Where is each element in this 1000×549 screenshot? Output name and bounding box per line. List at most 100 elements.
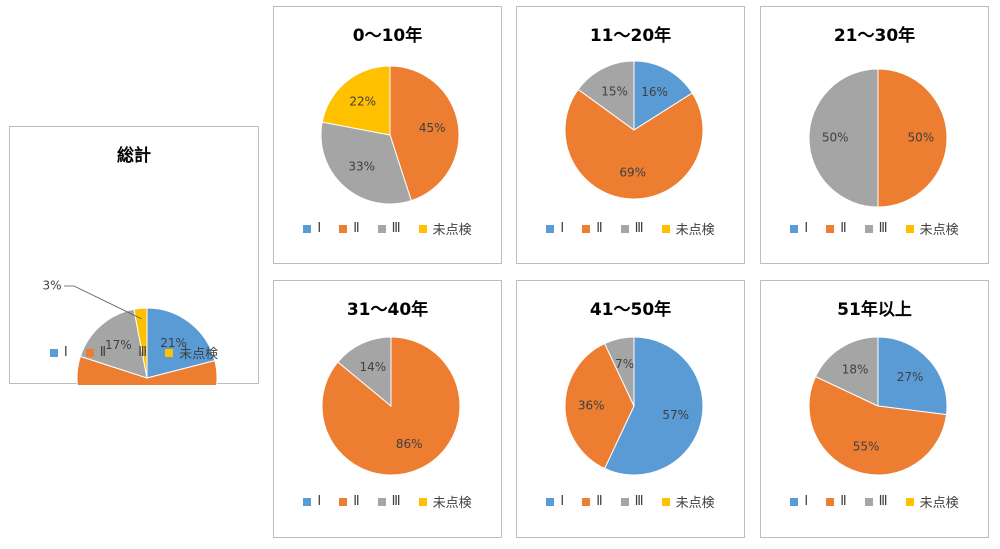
pie-slice-ii — [877, 68, 948, 208]
legend-item-uninspected: 未点検 — [165, 343, 218, 362]
legend-label: 未点検 — [179, 347, 219, 362]
legend-item-iii: Ⅲ — [377, 494, 401, 509]
data-label: 22% — [349, 95, 376, 109]
chart-legend: Ⅰ Ⅱ Ⅲ 未点検 — [274, 219, 501, 238]
pie-slice-iii — [808, 68, 879, 208]
legend-item-i: Ⅰ — [546, 494, 564, 509]
pie-slice-i — [633, 60, 693, 131]
legend-item-ii: Ⅱ — [826, 494, 847, 509]
legend-swatch — [377, 224, 386, 233]
legend-item-ii: Ⅱ — [85, 345, 107, 360]
legend-item-uninspected: 未点検 — [661, 492, 715, 511]
chart-title: 31～40年 — [346, 300, 429, 320]
chart-legend: Ⅰ Ⅱ Ⅲ 未点検 — [761, 219, 988, 238]
legend-item-i: Ⅰ — [790, 221, 808, 236]
chart-title: 41～50年 — [589, 300, 672, 320]
legend-item-i: Ⅰ — [303, 494, 321, 509]
pie-slice-uninspected — [133, 307, 148, 379]
data-label: 33% — [348, 160, 375, 174]
pie-slice-ii — [808, 375, 948, 476]
pie-slice-ii — [564, 342, 635, 470]
leader-line — [64, 285, 142, 320]
legend-swatch — [339, 224, 348, 233]
legend-swatch — [124, 348, 133, 357]
legend-item-uninspected: 未点検 — [418, 492, 472, 511]
legend-label: Ⅲ — [878, 221, 888, 236]
legend-label: Ⅲ — [634, 494, 644, 509]
legend-item-iii: Ⅲ — [620, 221, 644, 236]
legend-item-i: Ⅰ — [303, 221, 321, 236]
legend-item-ii: Ⅱ — [582, 221, 603, 236]
legend-item-uninspected: 未点検 — [905, 219, 959, 238]
data-label: 18% — [842, 362, 869, 376]
pie-slice-ii — [76, 355, 218, 385]
legend-item-iii: Ⅲ — [620, 494, 644, 509]
data-label: 57% — [662, 408, 689, 422]
legend-item-ii: Ⅱ — [339, 494, 360, 509]
legend-label: Ⅱ — [840, 494, 847, 509]
legend-swatch — [661, 224, 670, 233]
pie-slice-i — [146, 307, 216, 379]
chart-title: 21～30年 — [833, 26, 916, 46]
legend-item-uninspected: 未点検 — [661, 219, 715, 238]
chart-legend: Ⅰ Ⅱ Ⅲ 未点検 — [517, 492, 744, 511]
chart-panel-51plus: 27% 55% 18% 51年以上 Ⅰ Ⅱ Ⅲ 未点検 — [760, 280, 989, 538]
legend-swatch — [377, 497, 386, 506]
data-label: 50% — [907, 131, 934, 145]
legend-item-iii: Ⅲ — [864, 494, 888, 509]
legend-label: Ⅱ — [99, 345, 107, 360]
chart-panel-31-40: 86% 14% 31～40年 Ⅰ Ⅱ Ⅲ 未点検 — [273, 280, 502, 538]
legend-swatch — [546, 497, 555, 506]
pie-chart: 16% 69% 15% — [564, 60, 704, 200]
legend-label: 未点検 — [432, 223, 472, 238]
chart-panel-0-10: 45% 33% 22% 0～10年 Ⅰ Ⅱ Ⅲ 未点検 — [273, 6, 502, 264]
data-label: 14% — [359, 360, 386, 374]
legend-swatch — [864, 224, 873, 233]
legend-swatch — [790, 497, 799, 506]
data-label: 16% — [641, 85, 668, 99]
legend-item-iii: Ⅲ — [124, 345, 147, 360]
legend-item-ii: Ⅱ — [339, 221, 360, 236]
pie-slice-iii — [603, 336, 635, 407]
pie-chart: 27% 55% 18% — [808, 336, 948, 476]
chart-title: 11～20年 — [589, 26, 672, 46]
legend-swatch — [905, 224, 914, 233]
pie-chart: 86% 14% — [321, 336, 461, 476]
chart-title: 総計 — [117, 146, 151, 166]
legend-item-i: Ⅰ — [49, 345, 68, 360]
chart-legend: Ⅰ Ⅱ Ⅲ 未点検 — [761, 492, 988, 511]
legend-swatch — [826, 497, 835, 506]
pie-chart: 21%59%17%3% — [42, 279, 218, 385]
pie-slice-ii — [564, 88, 704, 200]
chart-legend: Ⅰ Ⅱ Ⅲ 未点検 — [10, 343, 258, 362]
data-label: 50% — [822, 131, 849, 145]
chart-title: 51年以上 — [837, 300, 912, 320]
legend-swatch — [165, 348, 174, 357]
legend-swatch — [864, 497, 873, 506]
legend-swatch — [303, 224, 312, 233]
legend-label: 未点検 — [675, 223, 715, 238]
chart-panel-11-20: 16% 69% 15% 11～20年 Ⅰ Ⅱ Ⅲ 未点検 — [516, 6, 745, 264]
legend-swatch — [49, 348, 58, 357]
legend-label: Ⅰ — [804, 221, 809, 236]
legend-swatch — [620, 497, 629, 506]
legend-swatch — [418, 224, 427, 233]
pie-slice-iii — [814, 336, 879, 407]
legend-item-uninspected: 未点検 — [418, 219, 472, 238]
legend-label: Ⅲ — [391, 221, 401, 236]
data-label: 3% — [42, 279, 61, 293]
data-label: 36% — [578, 399, 605, 413]
data-label: 55% — [853, 440, 880, 454]
data-label: 27% — [897, 370, 924, 384]
legend-swatch — [85, 348, 94, 357]
pie-slice-iii — [320, 121, 412, 205]
pie-slice-ii — [321, 336, 461, 476]
legend-label: Ⅱ — [840, 221, 847, 236]
chart-panel-41-50: 57% 36% 7% 41～50年 Ⅰ Ⅱ Ⅲ 未点検 — [516, 280, 745, 538]
chart-legend: Ⅰ Ⅱ Ⅲ 未点検 — [517, 219, 744, 238]
legend-label: Ⅰ — [560, 221, 565, 236]
legend-label: Ⅱ — [353, 494, 360, 509]
data-label: 86% — [396, 437, 423, 451]
legend-item-uninspected: 未点検 — [905, 492, 959, 511]
legend-label: Ⅱ — [596, 221, 603, 236]
